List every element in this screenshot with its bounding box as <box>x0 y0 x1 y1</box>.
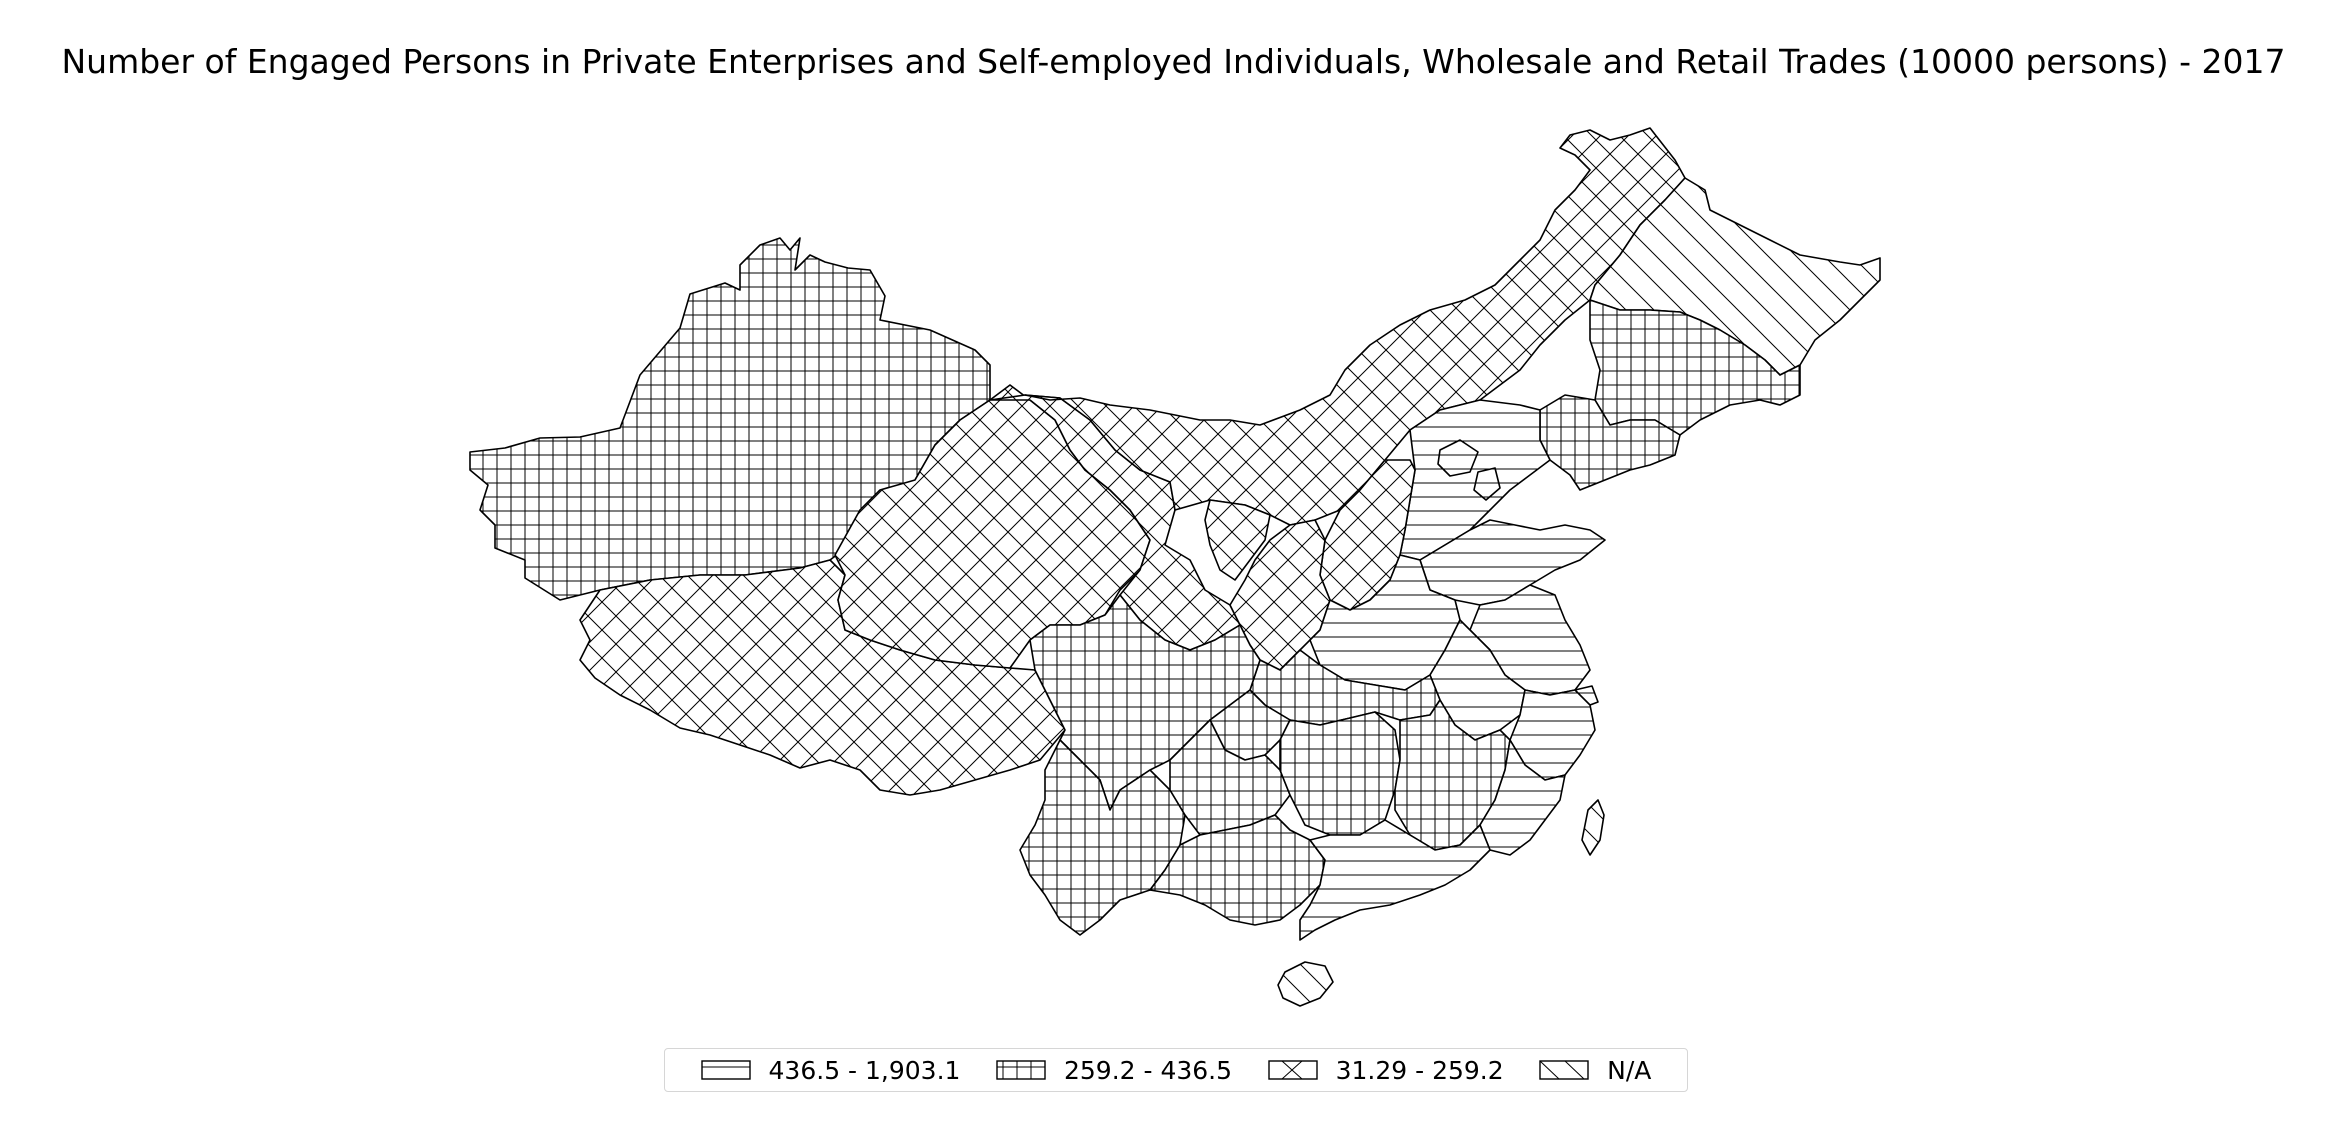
province-shandong <box>1419 519 1606 606</box>
province-yunnan <box>1019 739 1186 936</box>
legend-label: 31.29 - 259.2 <box>1335 1055 1504 1085</box>
legend-swatch-diagonal-hatch <box>1539 1060 1589 1080</box>
province-inner-mongolia <box>1024 127 1686 526</box>
legend-label: 259.2 - 436.5 <box>1063 1055 1233 1085</box>
legend-swatch-grid-hatch <box>996 1060 1046 1080</box>
legend-swatch-horizontal-hatch <box>700 1060 751 1080</box>
legend-item-class-2: 259.2 - 436.5 <box>996 1056 1232 1085</box>
province-beijing <box>1437 439 1479 477</box>
map-legend: 436.5 - 1,903.1 259.2 - 436.5 31.29 - 25… <box>664 1048 1688 1092</box>
legend-item-class-1: 436.5 - 1,903.1 <box>700 1055 961 1085</box>
province-guangdong <box>1299 819 1491 941</box>
legend-label: N/A <box>1607 1055 1652 1085</box>
province-tianjin <box>1473 467 1501 501</box>
province-liaoning <box>1539 394 1681 491</box>
province-hainan <box>1277 961 1334 1007</box>
legend-swatch-cross-hatch <box>1267 1060 1318 1080</box>
legend-label: 436.5 - 1,903.1 <box>768 1055 961 1085</box>
province-ningxia <box>1204 499 1271 581</box>
map-title: Number of Engaged Persons in Private Ent… <box>61 42 2286 81</box>
legend-item-class-3: 31.29 - 259.2 <box>1267 1055 1504 1085</box>
legend-item-na: N/A <box>1539 1056 1651 1085</box>
province-hunan <box>1279 711 1401 836</box>
province-taiwan <box>1581 799 1605 856</box>
